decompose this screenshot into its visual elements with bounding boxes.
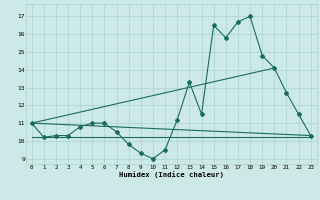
X-axis label: Humidex (Indice chaleur): Humidex (Indice chaleur) [119,171,224,178]
